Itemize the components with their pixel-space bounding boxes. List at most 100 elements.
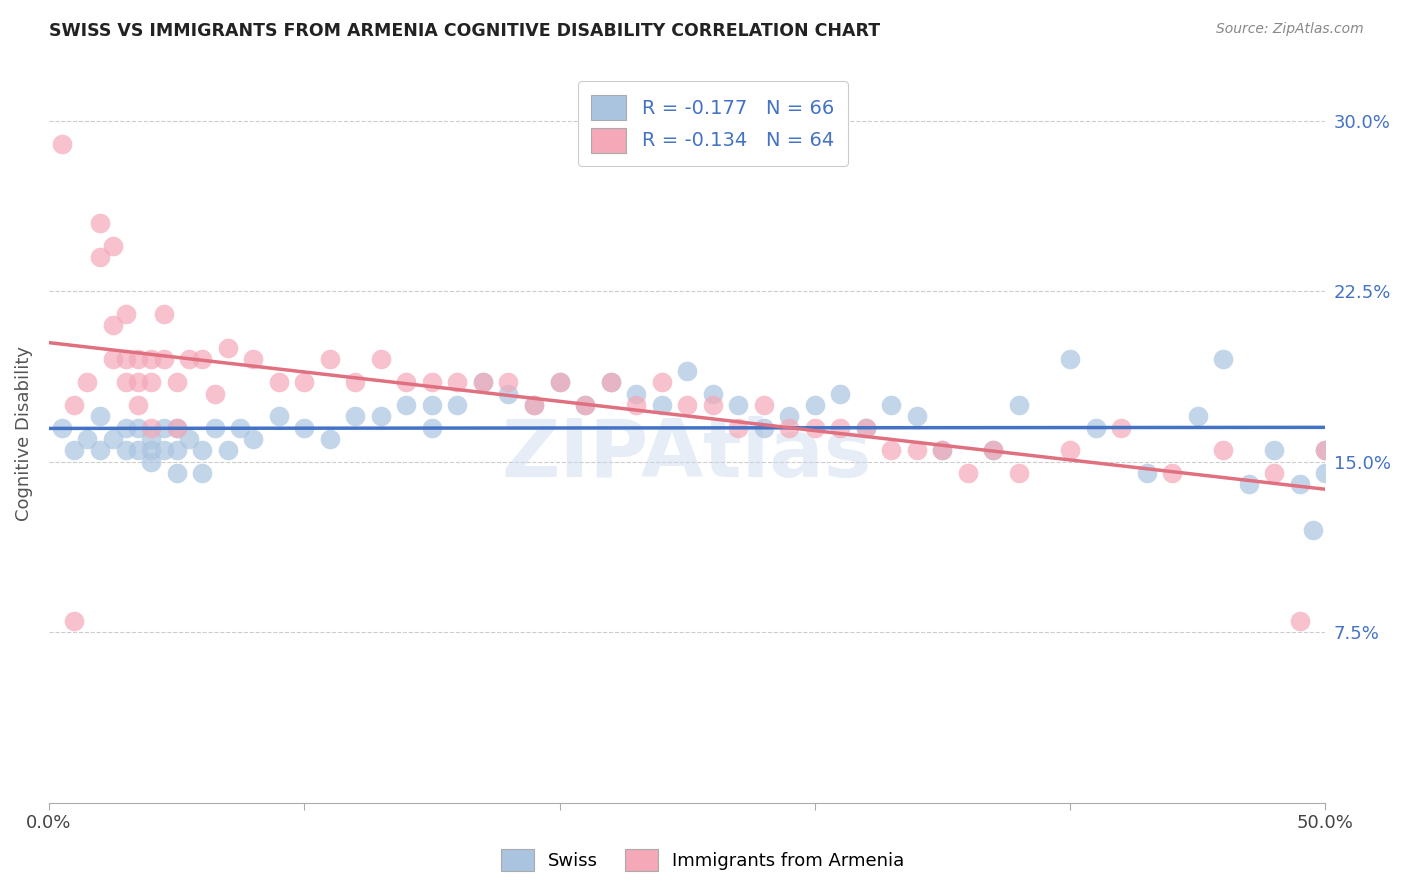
- Point: [127, 443, 149, 458]
- Point: [1315, 443, 1337, 458]
- Point: [1084, 420, 1107, 434]
- Point: [727, 398, 749, 412]
- Point: [127, 420, 149, 434]
- Point: [931, 443, 953, 458]
- Point: [548, 375, 571, 389]
- Point: [1008, 466, 1031, 480]
- Point: [1288, 477, 1310, 491]
- Point: [89, 216, 111, 230]
- Point: [242, 432, 264, 446]
- Point: [370, 409, 392, 424]
- Point: [880, 398, 903, 412]
- Point: [319, 432, 342, 446]
- Point: [191, 443, 214, 458]
- Point: [101, 318, 124, 333]
- Point: [574, 398, 596, 412]
- Point: [114, 375, 136, 389]
- Point: [395, 398, 418, 412]
- Point: [127, 375, 149, 389]
- Point: [179, 352, 201, 367]
- Point: [1212, 352, 1234, 367]
- Point: [931, 443, 953, 458]
- Point: [983, 443, 1005, 458]
- Point: [1237, 477, 1260, 491]
- Y-axis label: Cognitive Disability: Cognitive Disability: [15, 346, 32, 521]
- Text: SWISS VS IMMIGRANTS FROM ARMENIA COGNITIVE DISABILITY CORRELATION CHART: SWISS VS IMMIGRANTS FROM ARMENIA COGNITI…: [49, 22, 880, 40]
- Point: [651, 375, 673, 389]
- Point: [166, 466, 188, 480]
- Point: [267, 375, 290, 389]
- Point: [153, 420, 176, 434]
- Point: [676, 364, 699, 378]
- Point: [204, 420, 226, 434]
- Point: [292, 420, 315, 434]
- Point: [803, 420, 825, 434]
- Point: [523, 398, 546, 412]
- Point: [153, 352, 176, 367]
- Point: [51, 136, 73, 151]
- Point: [1315, 466, 1337, 480]
- Point: [574, 398, 596, 412]
- Point: [344, 409, 367, 424]
- Point: [983, 443, 1005, 458]
- Point: [191, 466, 214, 480]
- Point: [76, 432, 98, 446]
- Point: [101, 239, 124, 253]
- Point: [702, 386, 724, 401]
- Point: [153, 443, 176, 458]
- Point: [420, 420, 443, 434]
- Point: [880, 443, 903, 458]
- Point: [395, 375, 418, 389]
- Point: [956, 466, 979, 480]
- Point: [727, 420, 749, 434]
- Point: [624, 398, 647, 412]
- Point: [855, 420, 877, 434]
- Point: [498, 386, 520, 401]
- Point: [101, 432, 124, 446]
- Point: [179, 432, 201, 446]
- Point: [153, 307, 176, 321]
- Point: [523, 398, 546, 412]
- Point: [498, 375, 520, 389]
- Point: [63, 614, 86, 628]
- Point: [139, 432, 162, 446]
- Point: [830, 420, 852, 434]
- Point: [139, 443, 162, 458]
- Point: [114, 420, 136, 434]
- Point: [319, 352, 342, 367]
- Point: [127, 352, 149, 367]
- Point: [803, 398, 825, 412]
- Point: [830, 386, 852, 401]
- Point: [217, 341, 239, 355]
- Legend: Swiss, Immigrants from Armenia: Swiss, Immigrants from Armenia: [494, 842, 912, 879]
- Point: [471, 375, 494, 389]
- Point: [420, 375, 443, 389]
- Point: [89, 443, 111, 458]
- Point: [242, 352, 264, 367]
- Point: [1008, 398, 1031, 412]
- Point: [624, 386, 647, 401]
- Point: [1109, 420, 1132, 434]
- Point: [1059, 443, 1081, 458]
- Point: [1161, 466, 1184, 480]
- Point: [89, 409, 111, 424]
- Point: [1263, 466, 1285, 480]
- Point: [855, 420, 877, 434]
- Point: [778, 409, 800, 424]
- Point: [114, 307, 136, 321]
- Point: [676, 398, 699, 412]
- Point: [778, 420, 800, 434]
- Point: [420, 398, 443, 412]
- Point: [191, 352, 214, 367]
- Point: [1212, 443, 1234, 458]
- Point: [752, 398, 775, 412]
- Point: [651, 398, 673, 412]
- Point: [1187, 409, 1209, 424]
- Point: [344, 375, 367, 389]
- Point: [1136, 466, 1159, 480]
- Point: [446, 375, 468, 389]
- Point: [166, 443, 188, 458]
- Point: [267, 409, 290, 424]
- Point: [139, 420, 162, 434]
- Point: [548, 375, 571, 389]
